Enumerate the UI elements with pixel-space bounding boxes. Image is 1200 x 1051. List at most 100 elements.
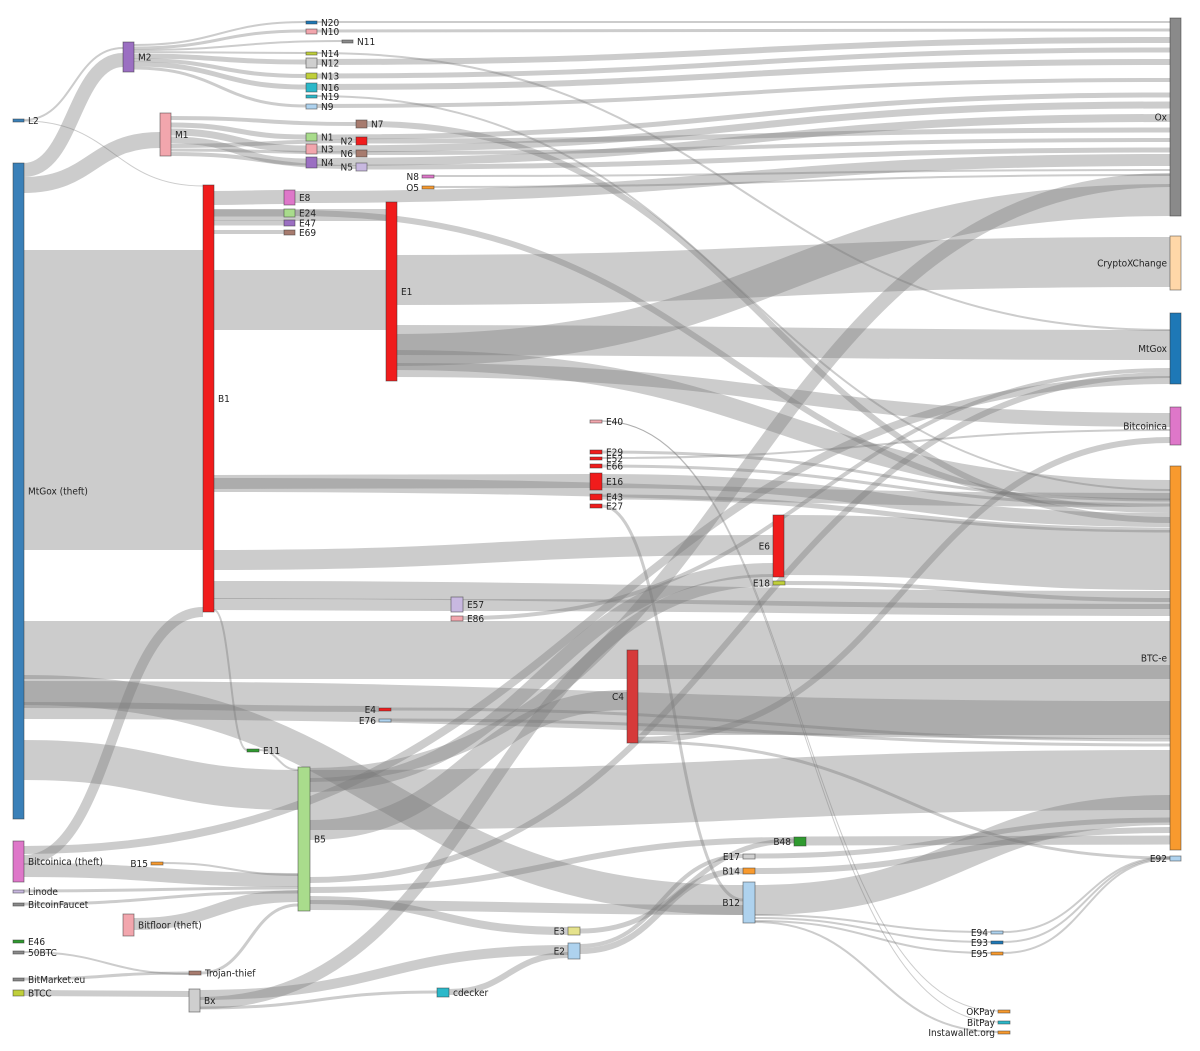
link-bitmarket-eu-to-trojan-thief[interactable] <box>23 971 190 981</box>
link-m2-to-n20[interactable] <box>133 21 307 46</box>
node-m1[interactable] <box>159 112 172 157</box>
link-e94-to-e92[interactable] <box>1002 856 1171 933</box>
link-mtgox-theft-to-b12[interactable] <box>23 675 744 915</box>
link-e11-to-b5[interactable] <box>258 749 299 771</box>
link-n4-to-ox[interactable] <box>316 114 1171 166</box>
node-n8[interactable] <box>421 174 435 179</box>
link-e1-to-ox[interactable] <box>396 184 1171 366</box>
node-e16[interactable] <box>589 472 603 491</box>
link-n3-to-ox[interactable] <box>316 101 1171 153</box>
link-n10-to-ox[interactable] <box>316 28 1171 33</box>
link-e27-to-b12[interactable] <box>601 504 744 902</box>
link-m2-to-n16[interactable] <box>133 61 307 90</box>
node-e8[interactable] <box>283 189 296 206</box>
link-bitcoinica-theft-to-b1[interactable] <box>23 607 204 865</box>
link-m2-to-n12[interactable] <box>133 53 307 65</box>
node-mtgox-theft[interactable] <box>12 162 25 820</box>
link-e86-to-mtgox[interactable] <box>462 368 1171 620</box>
link-e43-to-btc-e[interactable] <box>601 494 1171 533</box>
node-e2[interactable] <box>567 942 581 960</box>
node-n4[interactable] <box>305 156 318 169</box>
link-e2-to-e17[interactable] <box>579 854 744 948</box>
link-bx-to-cdecker[interactable] <box>199 990 438 1010</box>
link-b12-to-instawallet-org[interactable] <box>754 921 999 1033</box>
link-e4-to-btc-e[interactable] <box>390 707 1171 742</box>
link-b12-to-e94[interactable] <box>754 914 992 933</box>
link-c4-to-e92[interactable] <box>637 740 1171 860</box>
link-m1-to-n2[interactable] <box>170 139 357 148</box>
link-e1-to-btc-e[interactable] <box>396 350 1171 500</box>
node-n5[interactable] <box>355 162 368 172</box>
link-b1-to-btc-e[interactable] <box>213 581 1171 609</box>
link-m2-to-n11[interactable] <box>133 40 343 51</box>
link-e95-to-e92[interactable] <box>1002 858 1171 954</box>
node-n2[interactable] <box>355 136 368 146</box>
link-l2-to-m2[interactable] <box>23 47 124 121</box>
node-e69[interactable] <box>283 229 296 236</box>
link-b15-to-b5[interactable] <box>162 862 299 876</box>
node-b14[interactable] <box>742 867 756 875</box>
link-btcc-to-bx[interactable] <box>23 990 190 997</box>
link-n9-to-ox[interactable] <box>316 78 1171 108</box>
node-e24[interactable] <box>283 208 296 218</box>
link-n13-to-ox[interactable] <box>316 47 1171 79</box>
node-e76[interactable] <box>378 718 392 723</box>
link-bitcoinfaucet-to-b5[interactable] <box>23 890 299 906</box>
link-b14-to-btc-e[interactable] <box>754 827 1171 874</box>
node-e93[interactable] <box>990 940 1004 945</box>
link-e2-to-b14[interactable] <box>579 868 744 954</box>
link-m2-to-n14[interactable] <box>133 51 307 54</box>
link-b5-to-b48[interactable] <box>309 837 795 893</box>
link-bitcoinica-theft-to-b5[interactable] <box>23 863 299 887</box>
link-e29-to-btc-e[interactable] <box>601 450 1171 502</box>
node-ox[interactable] <box>1169 17 1182 217</box>
node-n7[interactable] <box>355 119 368 129</box>
link-b12-to-e95[interactable] <box>754 920 992 954</box>
link-e8-to-ox[interactable] <box>294 154 1171 203</box>
node-n19[interactable] <box>305 94 318 99</box>
node-e3[interactable] <box>567 926 581 936</box>
node-e52[interactable] <box>589 456 603 461</box>
link-e1-to-mtgox[interactable] <box>396 325 1171 360</box>
link-mtgox-theft-to-m2[interactable] <box>23 53 124 177</box>
node-n1[interactable] <box>305 132 318 142</box>
link-b1-to-btc-e[interactable] <box>213 478 1171 507</box>
node-trojan-thief[interactable] <box>188 970 202 976</box>
node-bitmarket-eu[interactable] <box>12 977 25 982</box>
link-b12-to-btc-e[interactable] <box>754 795 1171 915</box>
link-trojan-thief-to-b5[interactable] <box>200 903 299 975</box>
link-m2-to-n10[interactable] <box>133 29 307 50</box>
link-e24-to-btc-e[interactable] <box>294 210 1171 513</box>
node-bitcoinfaucet[interactable] <box>12 902 25 907</box>
node-n20[interactable] <box>305 20 318 25</box>
link-b48-to-btc-e[interactable] <box>805 835 1171 846</box>
node-b15[interactable] <box>150 861 164 866</box>
link-50btc-to-trojan-thief[interactable] <box>23 951 190 975</box>
link-mtgox-theft-to-b5[interactable] <box>23 740 299 810</box>
link-e16-to-btc-e[interactable] <box>601 474 1171 527</box>
node-bitfloor-theft[interactable] <box>122 913 135 937</box>
link-n14-to-mtgox[interactable] <box>316 52 1171 331</box>
link-e1-to-cryptoxchange[interactable] <box>396 237 1171 305</box>
link-m2-to-n9[interactable] <box>133 66 307 108</box>
link-bitcoinica-theft-to-mtgox[interactable] <box>23 376 1171 854</box>
node-e11[interactable] <box>246 748 260 753</box>
link-mtgox-theft-to-btc-e[interactable] <box>23 681 1171 739</box>
link-n8-to-ox[interactable] <box>433 169 1171 177</box>
link-e76-to-btc-e[interactable] <box>390 718 1171 747</box>
node-n11[interactable] <box>341 39 354 44</box>
link-b1-to-e8[interactable] <box>213 190 285 205</box>
node-cryptoxchange[interactable] <box>1169 235 1182 291</box>
node-bitcoinica[interactable] <box>1169 406 1182 446</box>
node-e95[interactable] <box>990 951 1004 956</box>
node-btcc[interactable] <box>12 989 25 997</box>
node-e57[interactable] <box>450 596 464 613</box>
node-bx[interactable] <box>188 988 201 1013</box>
node-e47[interactable] <box>283 219 296 227</box>
link-e40-to-bitpay[interactable] <box>601 420 999 1023</box>
link-e40-to-okpay[interactable] <box>601 420 999 1012</box>
node-n14[interactable] <box>305 51 318 56</box>
link-bitfloor-theft-to-b5[interactable] <box>133 890 299 930</box>
link-n5-to-ox[interactable] <box>366 147 1171 170</box>
link-linode-to-b5[interactable] <box>23 886 299 893</box>
